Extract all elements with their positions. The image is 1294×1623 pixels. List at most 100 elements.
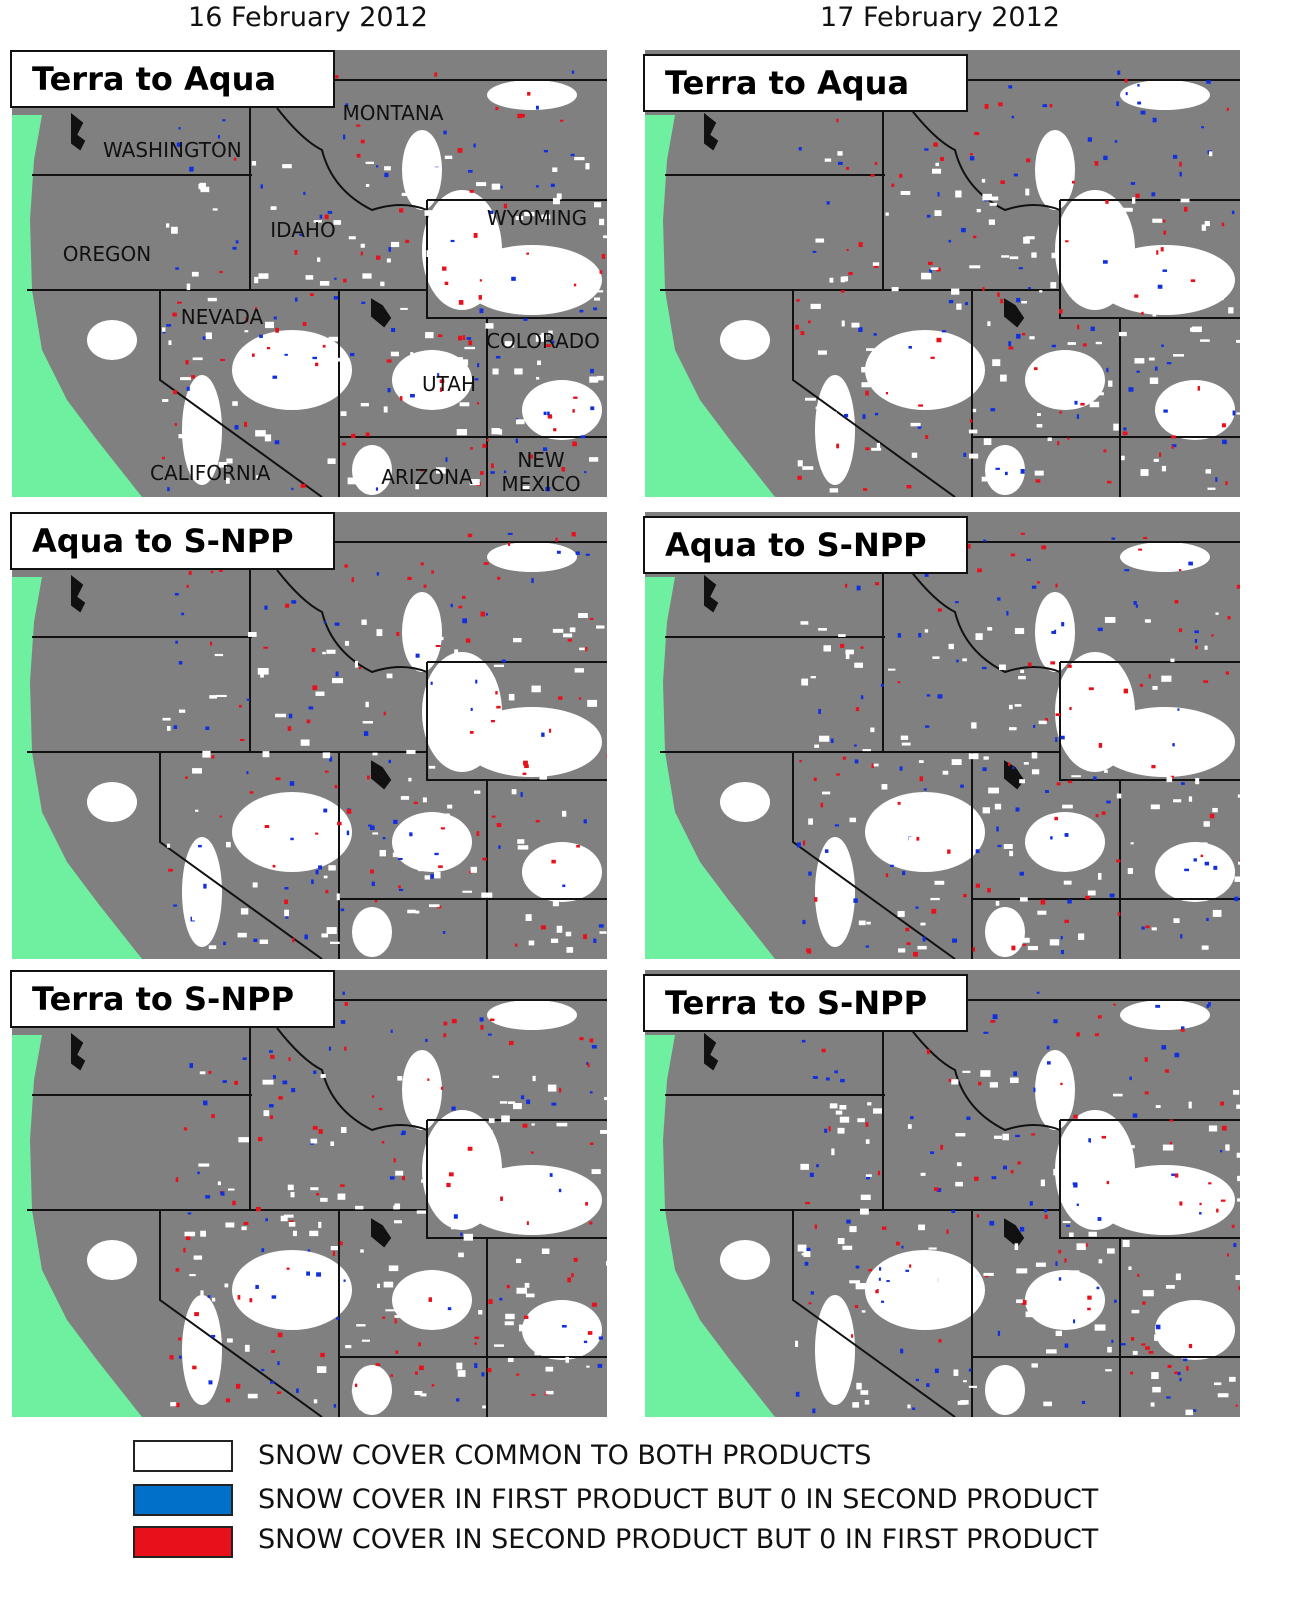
state-label: OREGON [62, 242, 152, 266]
snow-speckle [482, 1405, 486, 1409]
speckle [1033, 1087, 1036, 1093]
speckle [427, 1078, 430, 1081]
snow-speckle [400, 307, 408, 310]
speckle [470, 707, 473, 711]
speckle [503, 470, 507, 474]
speckle [328, 1046, 332, 1051]
speckle [185, 360, 189, 365]
snow-speckle [1215, 296, 1224, 301]
speckle [307, 1249, 311, 1252]
speckle [496, 705, 501, 709]
speckle [495, 691, 498, 695]
snow-speckle [516, 1258, 522, 1264]
snow-speckle [819, 735, 830, 742]
snow-speckle [524, 211, 535, 217]
snow-speckle [1031, 252, 1037, 258]
snow-speckle [337, 1193, 346, 1200]
snow-speckle [1070, 828, 1081, 832]
snow-speckle [199, 1071, 206, 1075]
snow-speckle [300, 1301, 312, 1308]
snow-speckle [461, 359, 469, 366]
speckle [1169, 1119, 1174, 1122]
speckle [1055, 713, 1061, 717]
speckle [507, 542, 511, 546]
speckle [1008, 762, 1011, 767]
speckle [918, 404, 924, 407]
snow-speckle [330, 1141, 335, 1146]
state-label: NEVADA [180, 305, 264, 329]
snow-speckle [279, 348, 287, 354]
snow-speckle [428, 814, 439, 819]
snow-speckle [565, 931, 572, 937]
snow-speckle [270, 206, 277, 210]
snow-speckle [313, 220, 322, 223]
speckle [1172, 154, 1178, 159]
snow-speckle [797, 1244, 807, 1252]
speckle [435, 644, 441, 647]
snow-speckle [1170, 732, 1174, 736]
speckle [401, 1130, 406, 1135]
snow-speckle [1134, 358, 1145, 364]
speckle [1137, 84, 1140, 87]
snow-speckle [275, 358, 282, 364]
snow-speckle [930, 897, 940, 901]
speckle [382, 837, 386, 840]
snow-speckle [365, 161, 374, 165]
speckle [1222, 439, 1227, 445]
speckle [1067, 780, 1073, 784]
speckle [1103, 449, 1107, 453]
speckle [906, 485, 912, 489]
speckle [1101, 811, 1106, 815]
speckle [912, 1407, 916, 1411]
snow-speckle [368, 1399, 375, 1406]
speckle [799, 759, 802, 763]
snow-speckle [1124, 1145, 1135, 1149]
snow-speckle [1049, 939, 1060, 946]
speckle [1120, 1343, 1126, 1346]
speckle [1054, 816, 1059, 821]
snow-speckle [462, 218, 466, 221]
snow-speckle [808, 818, 813, 825]
speckle [1208, 1002, 1211, 1007]
speckle [423, 584, 427, 588]
speckle [851, 1334, 854, 1338]
snow-speckle [1014, 1243, 1019, 1250]
snow-speckle [455, 757, 464, 764]
snow-speckle [291, 375, 296, 380]
speckle [320, 1352, 325, 1358]
speckle [339, 1184, 345, 1187]
map [12, 50, 607, 497]
snow-speckle [386, 673, 393, 679]
snow-speckle [263, 1110, 270, 1117]
speckle [1188, 1343, 1193, 1349]
speckle [589, 1091, 593, 1094]
snow-speckle [800, 1163, 809, 1170]
speckle [1226, 107, 1229, 111]
snow-speckle [968, 1385, 978, 1388]
snow-speckle [491, 428, 501, 435]
snow-speckle [1122, 1240, 1130, 1247]
speckle [1010, 1170, 1014, 1174]
snow-speckle [162, 327, 166, 332]
snow-speckle [424, 875, 430, 880]
snow-speckle [386, 258, 391, 263]
snow-speckle [1063, 880, 1072, 885]
speckle [430, 873, 435, 879]
snow-speckle [1071, 775, 1081, 778]
snow-speckle [866, 1286, 877, 1290]
snow-speckle [326, 927, 337, 934]
snow-speckle [910, 422, 921, 427]
snow-speckle [906, 1275, 915, 1280]
speckle [834, 824, 840, 827]
snow-speckle [972, 408, 977, 413]
snow-speckle [459, 402, 470, 407]
snow-speckle [162, 717, 171, 721]
snow-speckle [1014, 704, 1022, 707]
snow-speckle [919, 793, 929, 798]
speckle [1071, 180, 1075, 184]
speckle [486, 438, 489, 442]
speckle [1064, 919, 1069, 924]
speckle [1236, 584, 1240, 589]
snow-speckle [1089, 401, 1100, 408]
speckle [480, 611, 485, 617]
